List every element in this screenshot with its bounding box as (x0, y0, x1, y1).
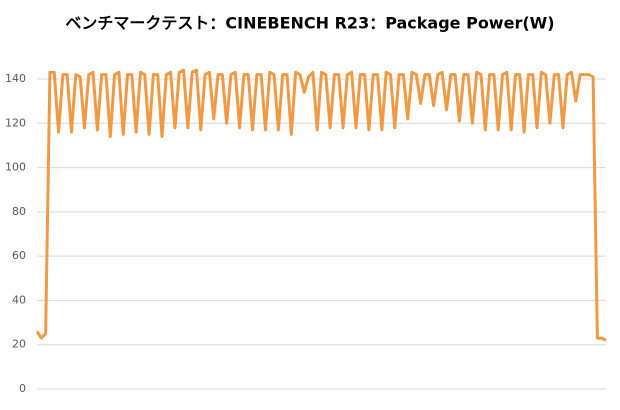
y-tick-label: 0 (19, 382, 26, 395)
chart-title: ベンチマークテスト：CINEBENCH R23：Package Power(W) (65, 14, 554, 33)
y-tick-label: 100 (5, 161, 26, 174)
line (35, 68, 607, 342)
y-tick-label: 40 (12, 293, 26, 306)
y-tick-label: 20 (12, 338, 26, 351)
y-tick-label: 60 (12, 249, 26, 262)
y-tick-label: 140 (5, 72, 26, 85)
y-tick-label: 120 (5, 116, 26, 129)
y-tick-label: 80 (12, 205, 26, 218)
